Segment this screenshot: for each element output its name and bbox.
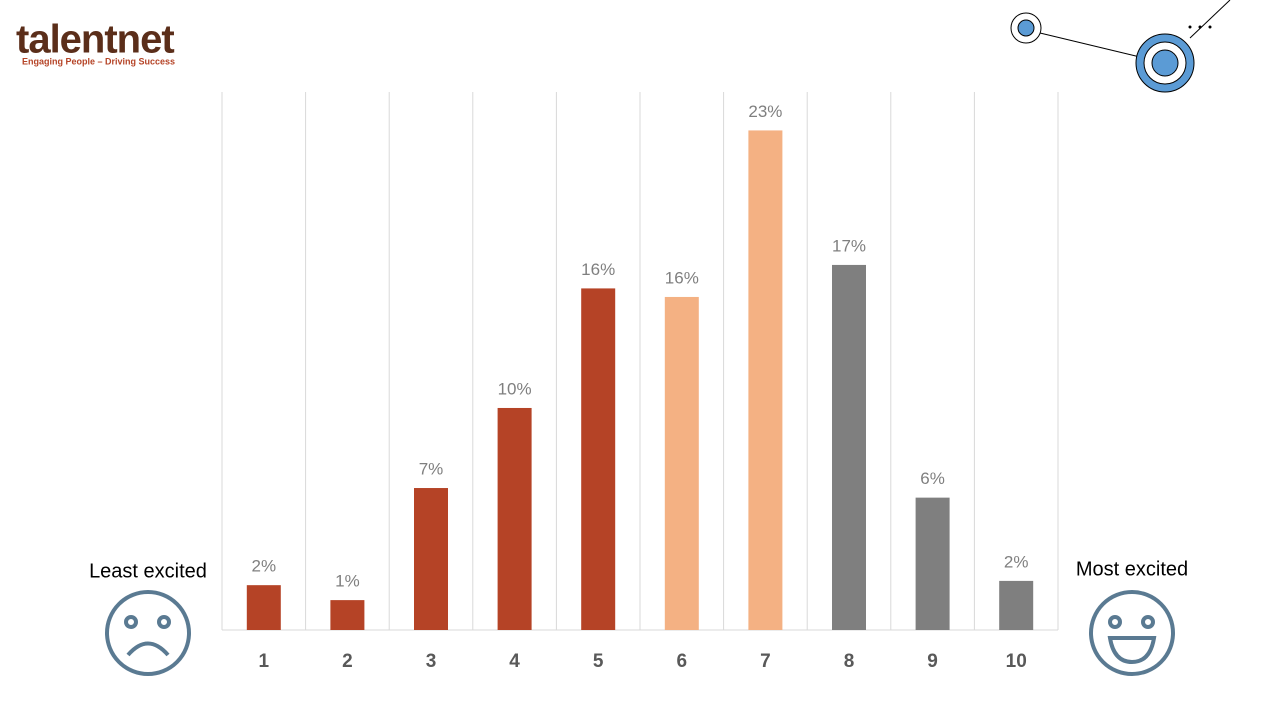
x-tick-label: 5 — [593, 651, 604, 672]
data-label: 7% — [419, 460, 444, 479]
data-label: 10% — [498, 379, 532, 398]
annotation: Least excited — [89, 560, 207, 582]
bar — [748, 130, 783, 630]
x-tick-label: 6 — [677, 651, 688, 672]
data-label: 16% — [665, 268, 699, 287]
bar — [497, 407, 532, 630]
data-label: 23% — [748, 102, 782, 121]
x-tick-label: 2 — [342, 651, 353, 672]
x-tick-label: 4 — [509, 651, 520, 672]
x-tick-label: 8 — [844, 651, 855, 672]
data-label: 1% — [335, 572, 360, 591]
bar — [330, 600, 365, 630]
x-tick-label: 3 — [426, 651, 437, 672]
x-tick-label: 10 — [1006, 651, 1027, 672]
x-tick-label: 7 — [760, 651, 771, 672]
happy-face — [1089, 590, 1175, 676]
annotation: Most excited — [1076, 558, 1188, 580]
bar — [664, 296, 699, 630]
sad-face — [105, 590, 191, 676]
data-label: 16% — [581, 260, 615, 279]
logo-tagline: Engaging People – Driving Success — [22, 56, 175, 66]
logo-name: talentnet — [16, 18, 174, 62]
bar — [832, 264, 866, 630]
bar — [414, 488, 448, 630]
bar — [999, 580, 1034, 630]
data-label: 6% — [920, 469, 945, 488]
bar — [581, 288, 616, 630]
x-tick-label: 1 — [259, 651, 270, 672]
x-tick-label: 9 — [927, 651, 938, 672]
data-label: 17% — [832, 236, 866, 255]
bar — [246, 585, 281, 630]
bar — [915, 497, 950, 630]
data-label: 2% — [1004, 552, 1029, 571]
data-label: 2% — [252, 557, 277, 576]
decoration — [1010, 0, 1231, 93]
